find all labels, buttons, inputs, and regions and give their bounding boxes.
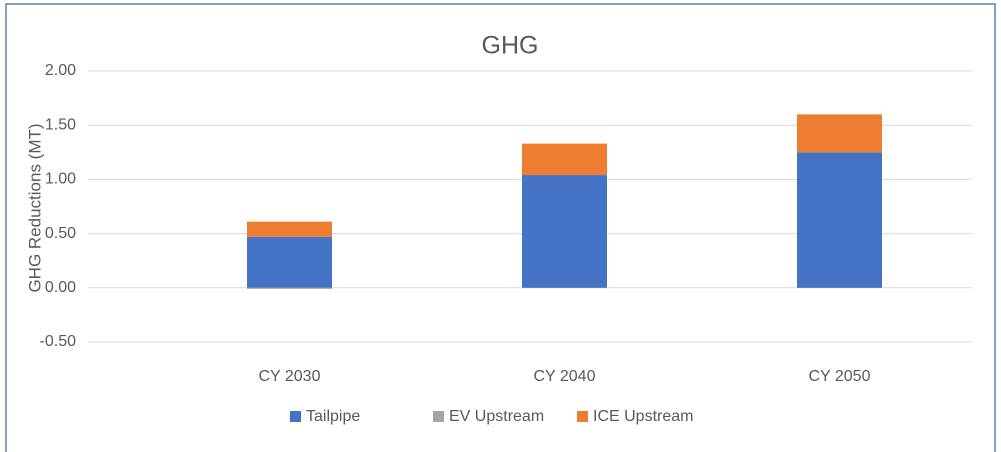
y-tick-label: 0.50	[45, 225, 76, 242]
x-tick-label: CY 2040	[534, 368, 596, 385]
legend-label: EV Upstream	[449, 408, 544, 425]
legend-swatch	[290, 411, 301, 422]
y-tick-label: 0.00	[45, 279, 76, 296]
legend-label: ICE Upstream	[593, 408, 693, 425]
y-tick-label: -0.50	[40, 333, 77, 350]
legend-swatch	[433, 411, 444, 422]
bar-segment	[797, 152, 882, 288]
chart-title: GHG	[482, 32, 539, 60]
bar-segment	[247, 221, 332, 237]
bar-segment	[247, 236, 332, 288]
legend-swatch	[577, 411, 588, 422]
legend-label: Tailpipe	[306, 408, 360, 425]
x-tick-label: CY 2050	[809, 368, 871, 385]
y-tick-label: 1.00	[45, 171, 76, 188]
bar-segment	[522, 175, 607, 288]
bar-segment	[797, 114, 882, 153]
x-tick-label: CY 2030	[259, 368, 321, 385]
bar-segment	[522, 143, 607, 176]
y-tick-label: 1.50	[45, 116, 76, 133]
bar-segment	[247, 287, 332, 289]
y-axis-label: GHG Reductions (MT)	[25, 123, 44, 292]
y-tick-label: 2.00	[45, 62, 76, 79]
